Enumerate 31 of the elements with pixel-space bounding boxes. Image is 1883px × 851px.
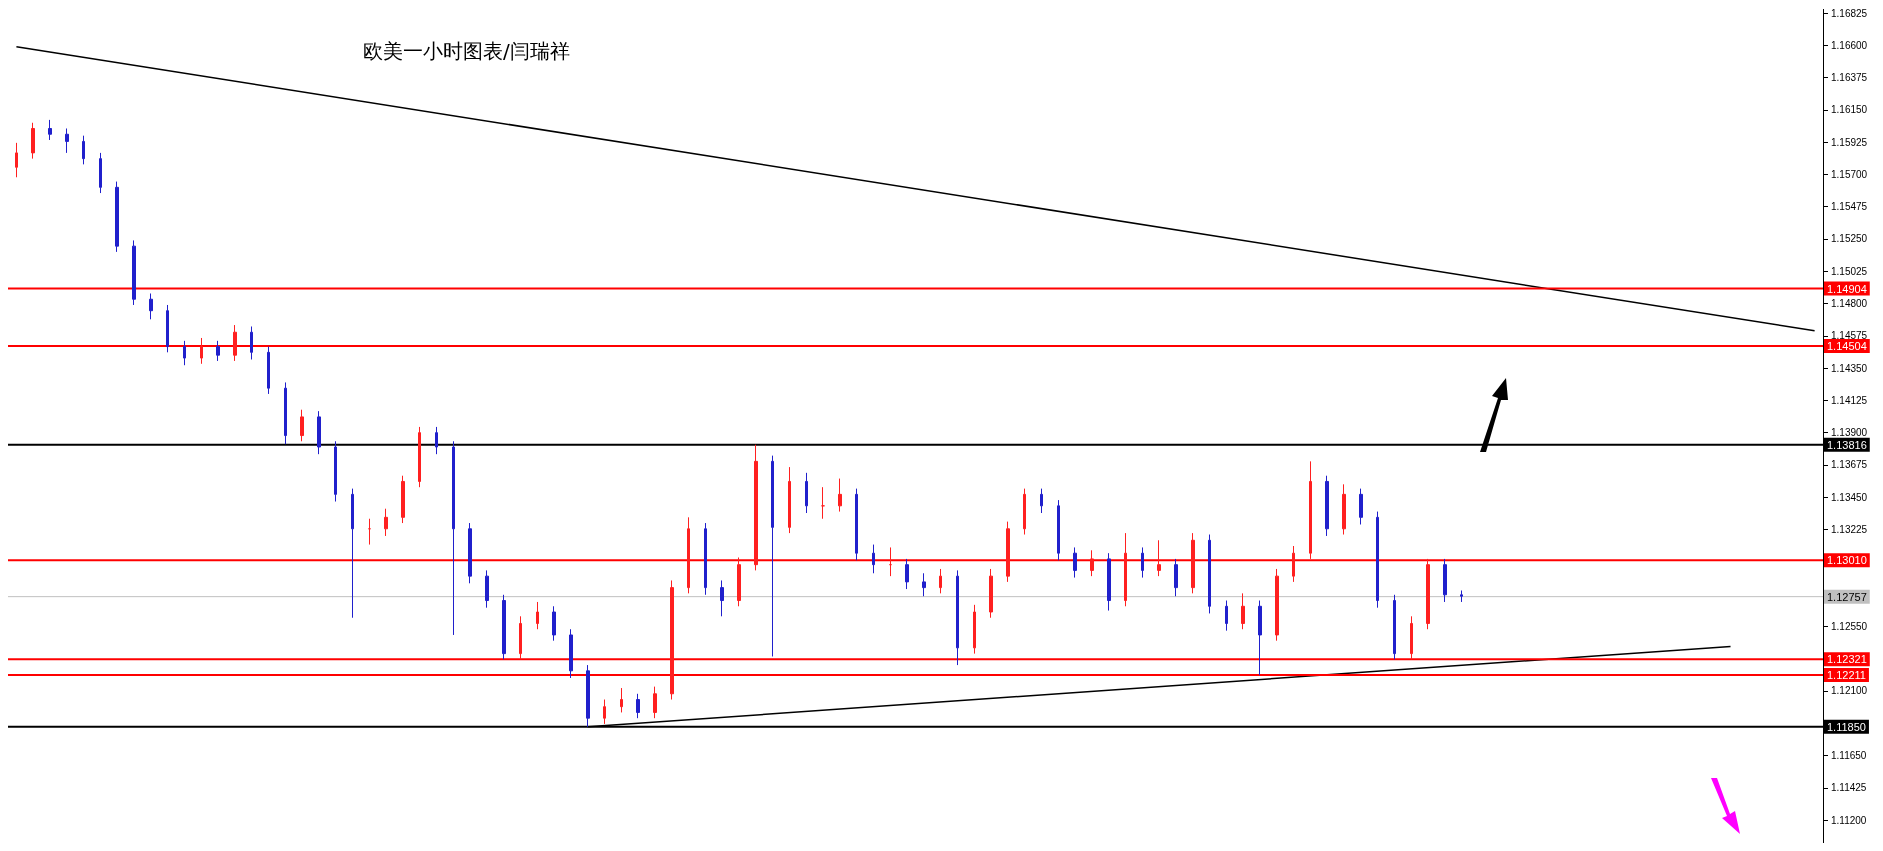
y-tick-label: 1.11650 (1831, 749, 1867, 761)
y-tick-label: 1.15250 (1831, 233, 1868, 245)
ref-line-label: 1.14504 (1827, 340, 1867, 352)
y-tick-label: 1.13675 (1831, 459, 1868, 471)
ref-line-label: 1.13816 (1827, 438, 1867, 451)
y-tick-label: 1.11200 (1831, 814, 1867, 826)
y-tick-label: 1.13450 (1831, 491, 1868, 503)
y-tick-label: 1.15925 (1831, 136, 1868, 148)
y-tick-label: 1.15475 (1831, 201, 1868, 213)
y-tick-label: 1.13225 (1831, 524, 1868, 536)
y-tick-label: 1.11425 (1831, 782, 1867, 794)
text: 欧美一小时图表/闫瑞祥 (363, 39, 570, 63)
y-tick-label: 1.16150 (1831, 104, 1868, 116)
y-tick-label: 1.16825 (1831, 7, 1868, 19)
y-tick-label: 1.14125 (1831, 394, 1868, 406)
y-tick-label: 1.15025 (1831, 265, 1868, 277)
ref-line-label: 1.12757 (1827, 590, 1867, 603)
ref-line-label: 1.11850 (1827, 720, 1866, 733)
ref-line-label: 1.14904 (1827, 282, 1867, 295)
ref-line-label: 1.13010 (1827, 554, 1867, 567)
y-tick-label: 1.14350 (1831, 362, 1868, 374)
ref-line-label: 1.12321 (1827, 653, 1867, 666)
y-tick-label: 1.16600 (1831, 39, 1868, 51)
y-tick-label: 1.12550 (1831, 620, 1868, 632)
y-tick-label: 1.14800 (1831, 298, 1868, 310)
ref-line-label: 1.12211 (1827, 668, 1866, 681)
y-tick-label: 1.16375 (1831, 72, 1868, 84)
y-tick-label: 1.14575 (1831, 330, 1868, 342)
y-tick-label: 1.13900 (1831, 427, 1868, 439)
y-tick-label: 1.12100 (1831, 685, 1868, 697)
y-tick-label: 1.15700 (1831, 168, 1868, 180)
